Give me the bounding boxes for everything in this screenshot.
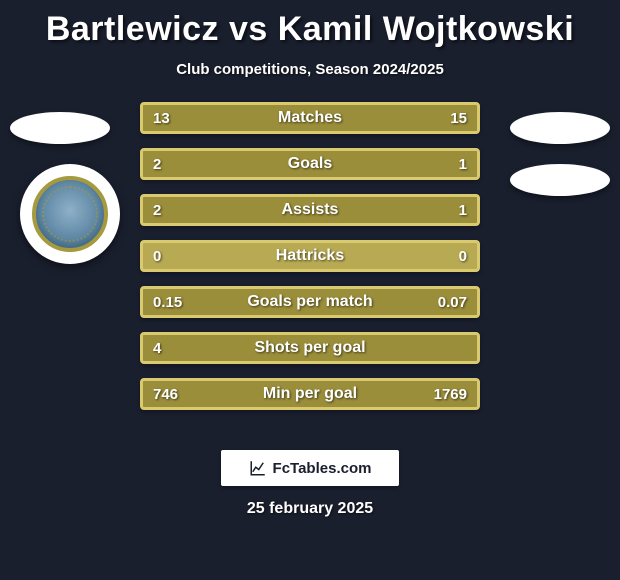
stat-fill-right [297,105,477,131]
stat-fill-left [143,381,243,407]
brand-logo[interactable]: FcTables.com [221,450,399,486]
right-club-marker [510,164,610,196]
stat-value-left: 0 [143,243,171,269]
stat-fill-left [143,105,297,131]
stat-row: 21Assists [140,194,480,226]
stat-fill-right [367,197,477,223]
stat-fill-left [143,335,477,361]
subtitle: Club competitions, Season 2024/2025 [0,61,620,78]
stat-fill-right [243,381,477,407]
club-badge-inner [32,176,108,252]
comparison-panel: 1315Matches 21Goals 21Assists 0 0Hattricks 0.… [0,102,620,432]
date-caption: 25 february 2025 [0,500,620,518]
stat-fill-right [367,151,477,177]
right-player-marker [510,112,610,144]
stat-row: 0.150.07Goals per match [140,286,480,318]
chart-icon [249,459,267,477]
stat-fill-right [370,289,477,315]
brand-text: FcTables.com [273,460,372,477]
stat-label: Hattricks [143,243,477,269]
stat-row: 4Shots per goal [140,332,480,364]
stat-row: 7461769Min per goal [140,378,480,410]
stat-row: 0 0Hattricks [140,240,480,272]
stats-bars: 1315Matches 21Goals 21Assists 0 0Hattricks 0.… [140,102,480,424]
page-title: Bartlewicz vs Kamil Wojtkowski [0,0,620,49]
stat-fill-left [143,151,367,177]
stat-fill-left [143,289,370,315]
stat-value-right: 0 [449,243,477,269]
left-player-marker [10,112,110,144]
stat-row: 21Goals [140,148,480,180]
club-badge [20,164,120,264]
stat-fill-left [143,197,367,223]
stat-row: 1315Matches [140,102,480,134]
